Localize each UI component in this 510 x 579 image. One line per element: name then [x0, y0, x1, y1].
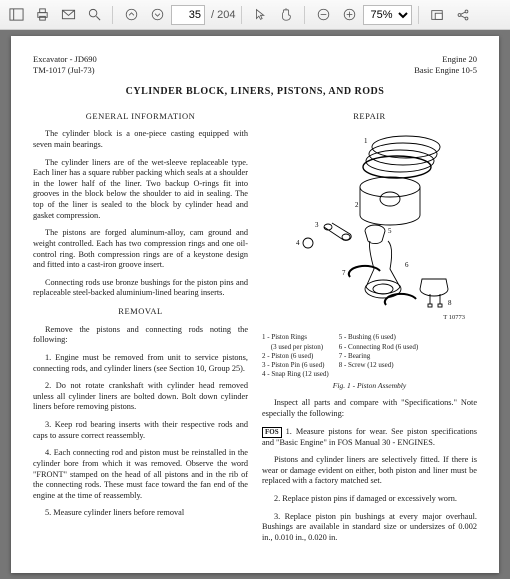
- email-icon[interactable]: [56, 3, 80, 27]
- page-total-label: / 204: [211, 9, 235, 21]
- piston-assembly-figure: 1 2 3 4: [262, 129, 477, 329]
- svg-text:5: 5: [388, 227, 392, 235]
- figure-caption: Fig. 1 - Piston Assembly: [262, 381, 477, 391]
- list-item: 4. Each connecting rod and piston must b…: [33, 448, 248, 501]
- svg-text:6: 6: [405, 261, 409, 269]
- svg-text:4: 4: [296, 239, 300, 247]
- separator: [241, 6, 242, 24]
- zoom-in-icon[interactable]: [337, 3, 361, 27]
- page-number-input[interactable]: [171, 5, 205, 25]
- svg-text:2: 2: [355, 201, 359, 209]
- paragraph: The cylinder block is a one-piece castin…: [33, 129, 248, 150]
- search-icon[interactable]: [82, 3, 106, 27]
- paragraph: The cylinder liners are of the wet-sleev…: [33, 158, 248, 222]
- figure-legend: 1 - Piston Rings (3 used per piston) 2 -…: [262, 333, 477, 378]
- paragraph: The pistons are forged aluminum-alloy, c…: [33, 228, 248, 270]
- left-column: GENERAL INFORMATION The cylinder block i…: [33, 109, 248, 551]
- print-icon[interactable]: [30, 3, 54, 27]
- pdf-toolbar: / 204 75%: [0, 0, 510, 30]
- list-item: 2. Do not rotate crankshaft with cylinde…: [33, 381, 248, 413]
- zoom-out-icon[interactable]: [311, 3, 335, 27]
- separator: [304, 6, 305, 24]
- header-manual: TM-1017 (Jul-73): [33, 65, 97, 76]
- subheading-general-info: GENERAL INFORMATION: [33, 111, 248, 122]
- zoom-select[interactable]: 75%: [363, 5, 412, 25]
- header-section: Engine 20: [414, 54, 477, 65]
- paragraph: Inspect all parts and compare with "Spec…: [262, 398, 477, 419]
- legend-right: 5 - Bushing (6 used) 6 - Connecting Rod …: [339, 333, 419, 378]
- fos-box: FOS: [262, 427, 282, 438]
- paragraph: Remove the pistons and connecting rods n…: [33, 325, 248, 346]
- svg-text:7: 7: [342, 269, 346, 277]
- separator: [418, 6, 419, 24]
- page-down-icon[interactable]: [145, 3, 169, 27]
- page-header: Excavator - JD690 TM-1017 (Jul-73) Engin…: [33, 54, 477, 76]
- pdf-viewport[interactable]: Excavator - JD690 TM-1017 (Jul-73) Engin…: [0, 30, 510, 579]
- subheading-repair: REPAIR: [262, 111, 477, 122]
- list-item: 1. Engine must be removed from unit to s…: [33, 353, 248, 374]
- pdf-page: Excavator - JD690 TM-1017 (Jul-73) Engin…: [11, 36, 499, 573]
- list-item: 5. Measure cylinder liners before remova…: [33, 508, 248, 519]
- figure-tnum: T 10773: [262, 314, 477, 322]
- svg-text:8: 8: [448, 299, 452, 307]
- header-page: Basic Engine 10-5: [414, 65, 477, 76]
- list-item: 3. Keep rod bearing inserts with their r…: [33, 420, 248, 441]
- subheading-removal: REMOVAL: [33, 306, 248, 317]
- fos-paragraph: FOS1. Measure pistons for wear. See pist…: [262, 427, 477, 449]
- svg-text:1: 1: [364, 137, 368, 145]
- sidebar-toggle-icon[interactable]: [4, 3, 28, 27]
- svg-text:3: 3: [315, 221, 319, 229]
- list-item: 3. Replace piston pin bushings at every …: [262, 512, 477, 544]
- pointer-icon[interactable]: [248, 3, 272, 27]
- page-up-icon[interactable]: [119, 3, 143, 27]
- share-icon[interactable]: [451, 3, 475, 27]
- separator: [112, 6, 113, 24]
- list-item: 2. Replace piston pins if damaged or exc…: [262, 494, 477, 505]
- fullscreen-icon[interactable]: [425, 3, 449, 27]
- page-title: CYLINDER BLOCK, LINERS, PISTONS, AND ROD…: [33, 86, 477, 99]
- header-model: Excavator - JD690: [33, 54, 97, 65]
- hand-icon[interactable]: [274, 3, 298, 27]
- legend-left: 1 - Piston Rings (3 used per piston) 2 -…: [262, 333, 329, 378]
- right-column: REPAIR 1: [262, 109, 477, 551]
- paragraph: Pistons and cylinder liners are selectiv…: [262, 455, 477, 487]
- paragraph: Connecting rods use bronze bushings for …: [33, 278, 248, 299]
